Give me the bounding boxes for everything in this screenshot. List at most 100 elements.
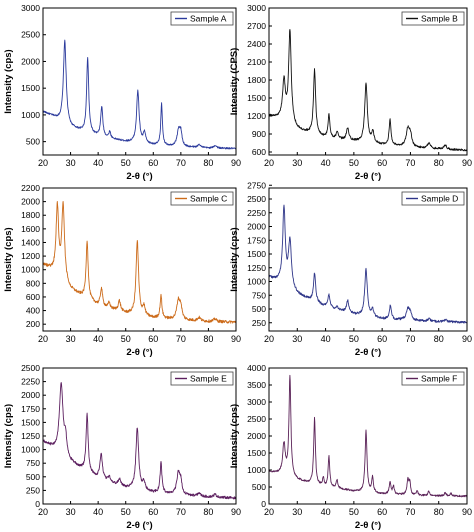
xrd-panel: 20 30 40 50 60 70 80 90 200 400 600 800 1000 1200 1400… — [3, 183, 241, 358]
x-tick-label: 40 — [93, 158, 103, 168]
xrd-panel: 20 30 40 50 60 70 80 90 500 1000 1500 2000 2500 3000 2… — [3, 3, 241, 182]
y-tick-label: 2750 — [247, 180, 266, 190]
xrd-trace — [268, 204, 468, 324]
x-tick-label: 60 — [377, 158, 387, 168]
y-tick-label: 750 — [252, 290, 266, 300]
x-tick-label: 40 — [93, 507, 103, 517]
x-tick-label: 90 — [231, 334, 241, 344]
legend-box — [170, 11, 234, 26]
xrd-panel: 20 30 40 50 60 70 80 90 0 500 1000 1500 2000 2500 3000… — [229, 363, 472, 531]
plot-frame — [42, 7, 237, 156]
legend: Sample E — [170, 371, 234, 386]
x-tick-label: 30 — [292, 158, 302, 168]
y-tick-label: 2000 — [21, 197, 40, 207]
xrd-trace — [268, 374, 468, 498]
plot-frame — [268, 187, 468, 332]
x-tick-label: 90 — [231, 158, 241, 168]
y-tick-label: 3000 — [21, 3, 40, 13]
y-tick-label: 1800 — [247, 75, 266, 85]
plot-frame — [268, 7, 468, 156]
y-tick-label: 2400 — [247, 39, 266, 49]
y-tick-label: 1800 — [21, 210, 40, 220]
x-tick-label: 90 — [462, 158, 472, 168]
legend-box — [170, 371, 234, 386]
x-axis-label: 2-θ (°) — [126, 347, 152, 358]
x-tick-label: 70 — [176, 158, 186, 168]
xrd-trace — [42, 382, 237, 500]
x-tick-label: 90 — [231, 507, 241, 517]
y-tick-label: 500 — [252, 304, 266, 314]
y-tick-label: 1750 — [247, 235, 266, 245]
legend-box — [170, 191, 234, 206]
legend: Sample D — [401, 191, 465, 206]
y-tick-label: 1250 — [21, 431, 40, 441]
legend: Sample B — [401, 11, 465, 26]
y-tick-label: 600 — [26, 292, 40, 302]
x-tick-label: 50 — [121, 334, 131, 344]
x-tick-label: 70 — [405, 158, 415, 168]
x-tick-label: 70 — [176, 507, 186, 517]
y-tick-label: 900 — [252, 129, 266, 139]
x-tick-label: 40 — [321, 507, 331, 517]
legend-box — [401, 371, 465, 386]
y-tick-label: 1200 — [247, 111, 266, 121]
x-tick-label: 70 — [176, 334, 186, 344]
y-tick-label: 2000 — [21, 390, 40, 400]
y-tick-label: 1500 — [21, 417, 40, 427]
x-tick-label: 30 — [66, 507, 76, 517]
x-tick-label: 20 — [38, 334, 48, 344]
y-tick-label: 0 — [35, 499, 40, 509]
xrd-panel: 20 30 40 50 60 70 80 90 250 500 750 1000 1250 1500 175… — [229, 180, 472, 358]
x-tick-label: 90 — [462, 507, 472, 517]
y-tick-label: 2100 — [247, 57, 266, 67]
x-tick-label: 40 — [321, 334, 331, 344]
y-tick-label: 2000 — [247, 431, 266, 441]
y-tick-label: 1600 — [21, 224, 40, 234]
y-tick-label: 2250 — [247, 208, 266, 218]
x-tick-label: 20 — [264, 334, 274, 344]
x-tick-label: 80 — [203, 158, 213, 168]
y-tick-label: 1000 — [21, 110, 40, 120]
x-tick-label: 30 — [292, 334, 302, 344]
x-tick-label: 60 — [377, 334, 387, 344]
x-axis-label: 2-θ (°) — [355, 171, 381, 182]
y-axis-label: Intensity (CPS) — [229, 48, 240, 116]
y-tick-label: 2700 — [247, 21, 266, 31]
y-tick-label: 2500 — [21, 30, 40, 40]
x-tick-label: 80 — [434, 158, 444, 168]
y-tick-label: 1400 — [21, 237, 40, 247]
x-tick-label: 50 — [121, 158, 131, 168]
legend-label: Sample E — [190, 374, 227, 384]
xrd-trace — [268, 28, 468, 152]
x-tick-label: 80 — [434, 507, 444, 517]
y-tick-label: 1000 — [21, 265, 40, 275]
xrd-panel: 20 30 40 50 60 70 80 90 0 250 500 750 1000 1250 1500 17… — [3, 363, 241, 531]
xrd-trace — [42, 39, 237, 150]
y-tick-label: 3500 — [247, 380, 266, 390]
legend: Sample A — [170, 11, 234, 26]
x-tick-label: 20 — [38, 158, 48, 168]
x-tick-label: 50 — [349, 158, 359, 168]
x-tick-label: 30 — [66, 334, 76, 344]
y-tick-label: 750 — [26, 458, 40, 468]
y-tick-label: 1000 — [247, 277, 266, 287]
x-tick-label: 30 — [66, 158, 76, 168]
legend: Sample C — [170, 191, 234, 206]
y-tick-label: 1000 — [247, 465, 266, 475]
y-axis-label: Intensity (cps) — [229, 404, 240, 468]
y-tick-label: 800 — [26, 278, 40, 288]
legend-label: Sample F — [421, 374, 457, 384]
y-tick-label: 4000 — [247, 363, 266, 373]
legend-label: Sample B — [421, 14, 458, 24]
x-tick-label: 20 — [264, 158, 274, 168]
x-tick-label: 40 — [93, 334, 103, 344]
x-tick-label: 20 — [38, 507, 48, 517]
xrd-panel: 20 30 40 50 60 70 80 90 600 900 1200 1500 1800 2100 24… — [229, 3, 472, 182]
y-tick-label: 2000 — [21, 56, 40, 66]
x-tick-label: 70 — [405, 507, 415, 517]
y-tick-label: 250 — [26, 485, 40, 495]
x-tick-label: 60 — [377, 507, 387, 517]
x-axis-label: 2-θ (°) — [126, 171, 152, 182]
plot-frame — [268, 367, 468, 505]
y-tick-label: 3000 — [247, 397, 266, 407]
